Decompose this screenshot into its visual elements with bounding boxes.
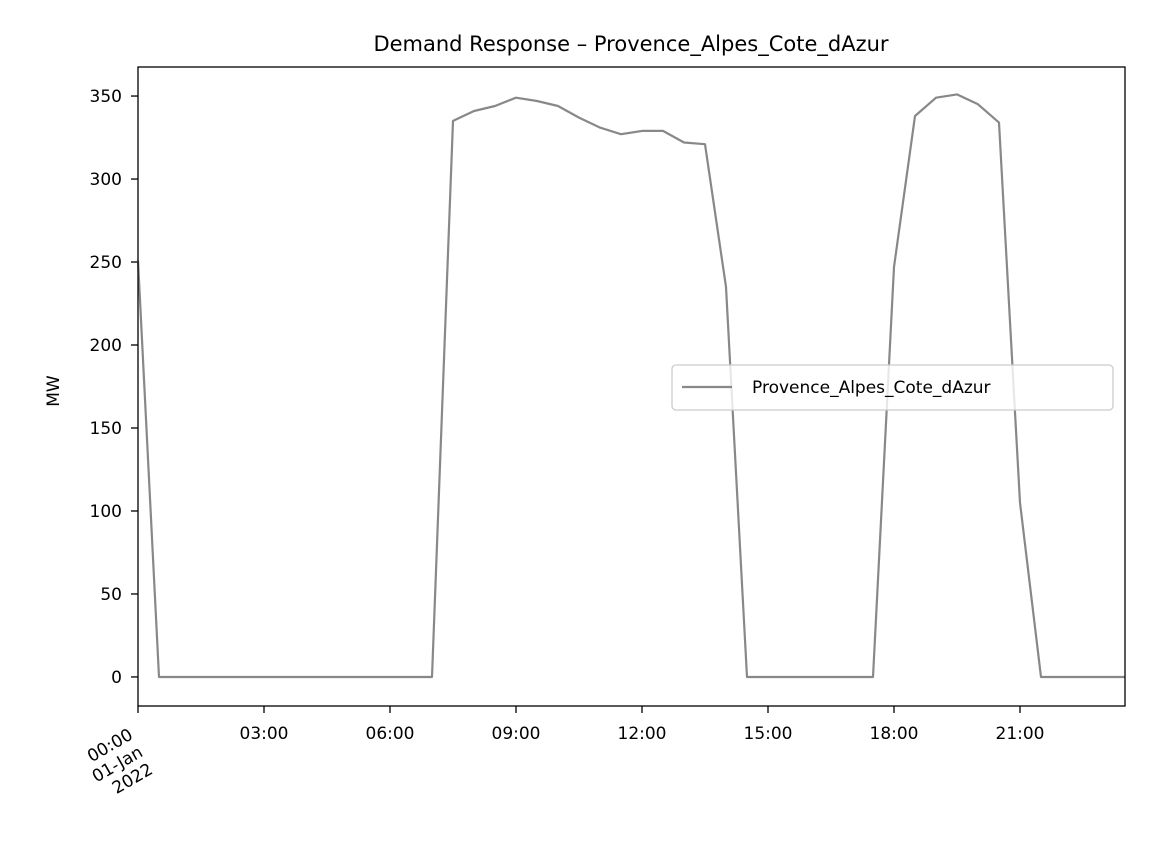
x-tick-label: 03:00 (240, 724, 289, 744)
x-tick-label: 21:00 (996, 724, 1045, 744)
y-tick-label: 250 (90, 253, 122, 273)
x-tick-label: 15:00 (744, 724, 793, 744)
y-tick-label: 300 (90, 170, 122, 190)
chart-title: Demand Response – Provence_Alpes_Cote_dA… (373, 32, 888, 57)
x-tick-label: 18:00 (870, 724, 919, 744)
legend: Provence_Alpes_Cote_dAzur (671, 364, 1114, 411)
y-tick-label: 200 (90, 336, 122, 356)
x-tick-label: 09:00 (492, 724, 541, 744)
y-tick-label: 350 (90, 87, 122, 107)
y-axis: 0 50 100 150 200 250 300 350 (90, 87, 138, 688)
legend-label: Provence_Alpes_Cote_dAzur (752, 378, 991, 398)
x-tick-label: 00:0001-Jan2022 (79, 725, 157, 804)
x-tick-label: 06:00 (366, 724, 415, 744)
legend-box (671, 364, 1114, 411)
x-tick-label: 12:00 (618, 724, 667, 744)
y-tick-label: 50 (100, 585, 122, 605)
series-line (136, 93, 1125, 679)
plot-series (136, 93, 1125, 679)
plot-frame (137, 66, 1126, 707)
y-tick-label: 0 (111, 668, 122, 688)
y-axis-label: MW (44, 375, 64, 407)
y-tick-label: 100 (90, 502, 122, 522)
y-tick-label: 150 (90, 419, 122, 439)
x-axis: 00:0001-Jan2022 03:00 06:00 09:00 12:00 15:00… (79, 706, 1045, 804)
